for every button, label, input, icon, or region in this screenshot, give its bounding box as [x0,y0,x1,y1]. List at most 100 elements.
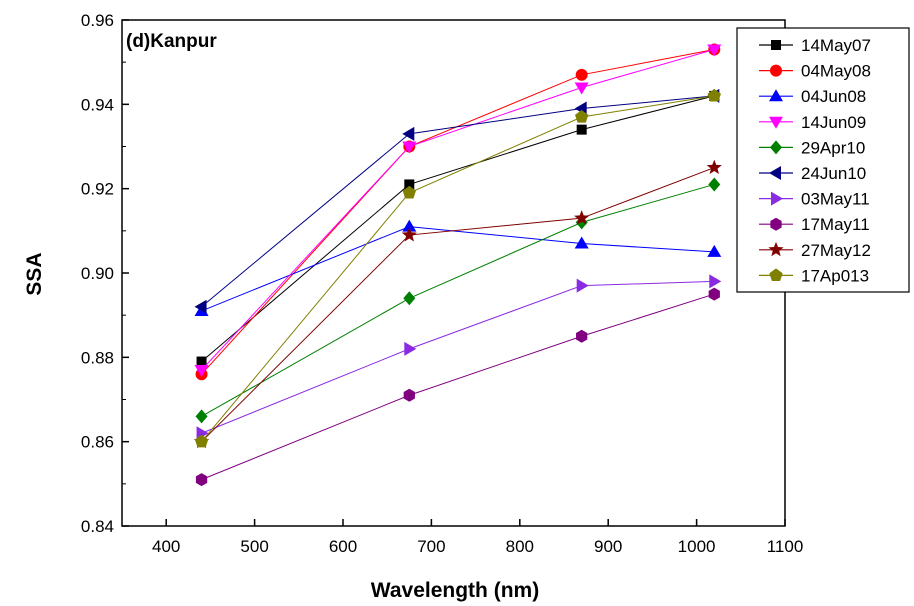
x-tick-label: 800 [506,537,534,556]
data-point [403,291,416,306]
x-tick-label: 1100 [767,537,804,556]
x-tick-label: 700 [417,537,445,556]
data-point [708,177,721,192]
y-tick-label: 0.88 [81,348,114,367]
data-point [402,185,416,199]
axes-layer: 400 500 600 700 800 900 1000 1100 0.84 0.86 0.88 0.… [81,11,803,556]
series-line [201,167,715,443]
legend-item: 04Jun08 [759,87,866,106]
data-point [707,88,721,102]
legend-marker [770,64,782,77]
legend-marker [771,40,781,50]
series-line [201,95,715,442]
data-point [404,341,417,356]
data-point [402,126,415,141]
legend: 14May07 04May08 04Jun08 14Jun09 29Apr10 24Jun… [736,27,910,293]
x-tick-label: 400 [152,537,180,556]
series-line [201,95,715,308]
legend-marker [771,191,783,206]
series-14May07 [196,90,720,367]
legend-marker [770,140,782,155]
series-03May11 [196,274,722,441]
x-tick-label: 600 [329,537,357,556]
legend-marker [769,89,783,102]
legend-item: 14Jun09 [759,113,866,132]
series-line [201,49,715,375]
y-tick-label: 0.94 [81,95,114,114]
series-04May08 [195,43,721,381]
series-24Jun10 [194,88,720,314]
series-17May11 [195,287,720,487]
data-point [194,364,209,377]
panel-label: (d)Kanpur [126,31,217,52]
legend-label: 17May11 [801,215,870,234]
legend-item: 03May11 [759,190,870,209]
series-04Jun08 [194,219,722,316]
legend-item: 04May08 [759,62,871,81]
series-line [201,280,715,434]
legend-label: 29Apr10 [801,138,865,157]
legend-marker [770,217,782,231]
series-29Apr10 [195,177,721,424]
data-point [402,141,417,154]
series-line [201,183,715,417]
plot-frame [121,19,786,527]
legend-item: 17May11 [759,215,870,234]
legend-marker [769,166,781,180]
series-17Ap013 [194,88,721,448]
data-point [195,473,208,487]
series-27May12 [193,159,722,449]
legend-label: 17Ap013 [801,266,869,285]
data-point [402,219,417,232]
data-point [196,356,207,367]
legend-item: 24Jun10 [759,164,866,183]
legend-label: 03May11 [801,190,870,209]
series-line [201,95,715,362]
data-point [574,210,590,225]
legend-label: 04Jun08 [801,87,866,106]
series-14Jun09 [194,44,722,377]
y-axis-title: SSA [23,252,46,295]
y-tick-label: 0.90 [81,264,114,283]
data-point [575,68,588,81]
legend-label: 24Jun10 [801,164,866,183]
series-line [201,49,715,371]
series-line [201,293,715,481]
data-point [194,434,209,448]
legend-item: 27May12 [759,241,871,260]
legend-item: 29Apr10 [759,138,865,157]
legend-marker [768,241,784,257]
data-point [707,44,722,57]
y-tick-label: 0.96 [81,11,114,30]
legend-box [736,27,910,293]
x-axis-title: Wavelength (nm) [371,579,539,602]
legend-marker [769,268,783,282]
legend-label: 27May12 [801,241,871,260]
series-line [201,226,715,312]
x-tick-label: 500 [240,537,268,556]
data-point [195,409,208,424]
data-point [576,124,587,135]
data-point [404,179,415,190]
legend-label: 04May08 [801,62,871,81]
y-tick-label: 0.92 [81,180,114,199]
data-point [708,287,720,301]
legend-label: 14May07 [801,36,871,55]
legend-label: 14Jun09 [801,113,866,132]
data-point [574,82,589,95]
data-point [401,227,417,242]
data-point [707,244,722,257]
legend-item: 14May07 [759,36,871,55]
data-point [403,388,415,402]
data-point [574,236,589,249]
data-point [576,329,588,343]
legend-item: 17Ap013 [759,266,869,285]
y-tick-label: 0.86 [81,433,114,452]
x-tick-label: 1000 [678,537,716,556]
x-tick-label: 900 [594,537,622,556]
series-layer [193,43,722,487]
y-tick-label: 0.84 [81,517,114,536]
data-point [706,159,722,175]
data-point [575,109,589,123]
